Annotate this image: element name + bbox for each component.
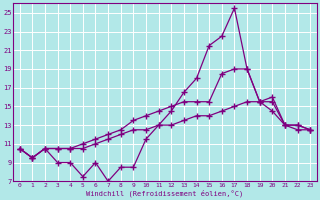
X-axis label: Windchill (Refroidissement éolien,°C): Windchill (Refroidissement éolien,°C) — [86, 189, 244, 197]
